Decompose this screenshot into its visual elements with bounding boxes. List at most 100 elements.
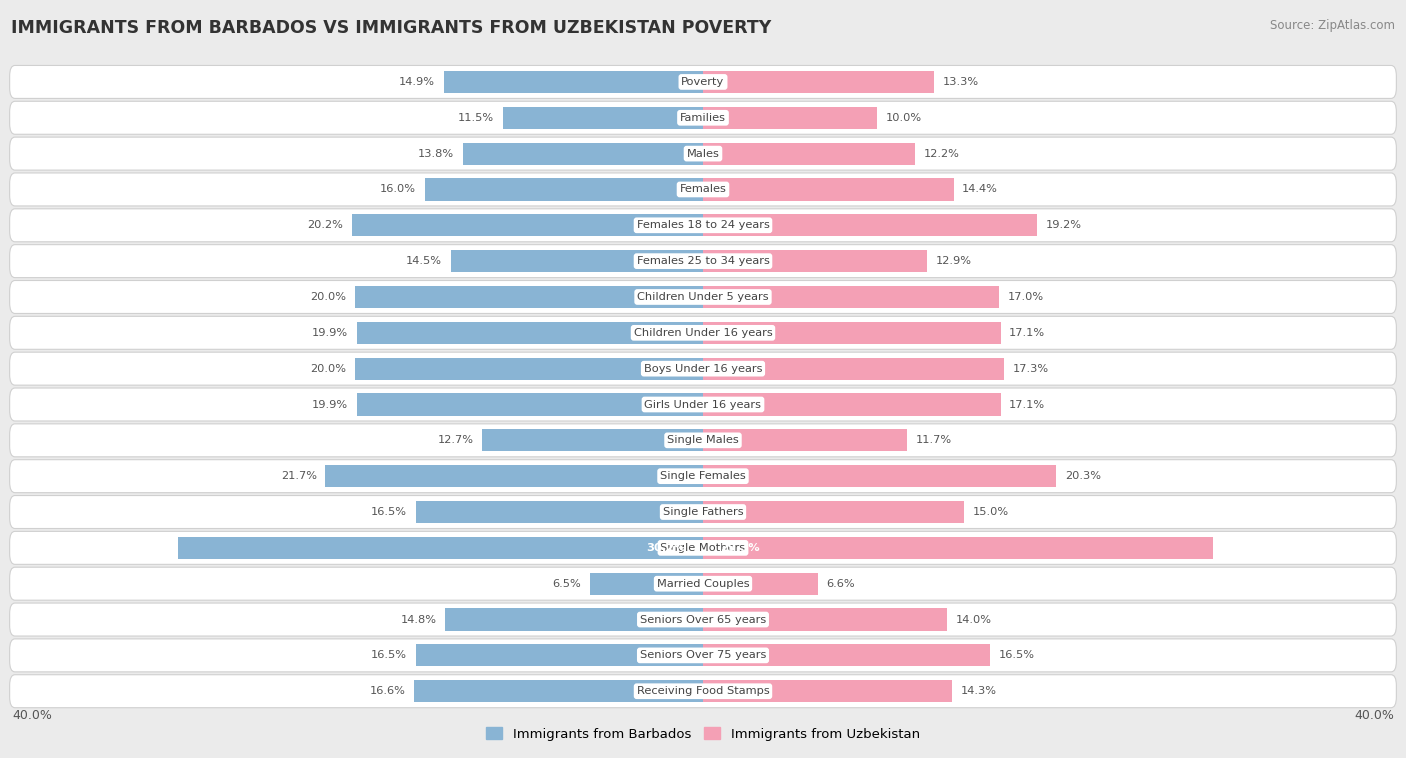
Bar — [352, 215, 703, 236]
FancyBboxPatch shape — [10, 639, 1396, 672]
Text: 14.5%: 14.5% — [406, 256, 441, 266]
Text: 16.0%: 16.0% — [380, 184, 416, 195]
Text: 16.5%: 16.5% — [371, 650, 408, 660]
Text: Single Mothers: Single Mothers — [661, 543, 745, 553]
Text: 11.7%: 11.7% — [915, 435, 952, 446]
Text: Girls Under 16 years: Girls Under 16 years — [644, 399, 762, 409]
Bar — [503, 107, 703, 129]
Text: 30.2%: 30.2% — [647, 543, 686, 553]
Text: 20.3%: 20.3% — [1064, 471, 1101, 481]
Text: Children Under 5 years: Children Under 5 years — [637, 292, 769, 302]
Bar — [703, 537, 1213, 559]
Text: 19.9%: 19.9% — [312, 327, 349, 338]
Text: 20.0%: 20.0% — [311, 292, 346, 302]
Bar — [703, 178, 953, 201]
Text: 6.5%: 6.5% — [553, 578, 581, 589]
Text: 11.5%: 11.5% — [458, 113, 495, 123]
Text: 14.9%: 14.9% — [399, 77, 434, 87]
Bar — [415, 680, 703, 703]
Text: 15.0%: 15.0% — [973, 507, 1010, 517]
FancyBboxPatch shape — [10, 137, 1396, 170]
Bar — [703, 572, 818, 595]
FancyBboxPatch shape — [10, 352, 1396, 385]
FancyBboxPatch shape — [10, 245, 1396, 277]
Text: 14.3%: 14.3% — [960, 686, 997, 696]
Text: 17.1%: 17.1% — [1010, 399, 1045, 409]
Text: 17.0%: 17.0% — [1008, 292, 1043, 302]
Bar — [703, 358, 1004, 380]
FancyBboxPatch shape — [10, 603, 1396, 636]
Bar — [446, 609, 703, 631]
Bar — [177, 537, 703, 559]
Bar — [703, 644, 990, 666]
Text: Source: ZipAtlas.com: Source: ZipAtlas.com — [1270, 19, 1395, 32]
Text: Boys Under 16 years: Boys Under 16 years — [644, 364, 762, 374]
Text: 29.3%: 29.3% — [720, 543, 761, 553]
Bar — [703, 501, 965, 523]
FancyBboxPatch shape — [10, 424, 1396, 457]
Bar — [591, 572, 703, 595]
Bar — [482, 429, 703, 452]
Bar — [425, 178, 703, 201]
Text: 19.2%: 19.2% — [1046, 221, 1081, 230]
Text: IMMIGRANTS FROM BARBADOS VS IMMIGRANTS FROM UZBEKISTAN POVERTY: IMMIGRANTS FROM BARBADOS VS IMMIGRANTS F… — [11, 19, 772, 37]
Text: 6.6%: 6.6% — [827, 578, 855, 589]
Text: 14.8%: 14.8% — [401, 615, 437, 625]
Text: Males: Males — [686, 149, 720, 158]
Text: Seniors Over 65 years: Seniors Over 65 years — [640, 615, 766, 625]
FancyBboxPatch shape — [10, 496, 1396, 528]
Text: Poverty: Poverty — [682, 77, 724, 87]
Text: 20.2%: 20.2% — [307, 221, 343, 230]
Bar — [354, 286, 703, 308]
Bar — [703, 286, 998, 308]
Bar — [357, 393, 703, 415]
Text: 14.4%: 14.4% — [962, 184, 998, 195]
FancyBboxPatch shape — [10, 567, 1396, 600]
Text: 19.9%: 19.9% — [312, 399, 349, 409]
Bar — [703, 215, 1038, 236]
Bar — [703, 393, 1001, 415]
Bar — [703, 680, 952, 703]
FancyBboxPatch shape — [10, 675, 1396, 708]
Text: 17.1%: 17.1% — [1010, 327, 1045, 338]
Text: Single Fathers: Single Fathers — [662, 507, 744, 517]
Bar — [451, 250, 703, 272]
Text: Females 18 to 24 years: Females 18 to 24 years — [637, 221, 769, 230]
Bar — [703, 465, 1056, 487]
FancyBboxPatch shape — [10, 65, 1396, 99]
Bar — [703, 250, 928, 272]
Text: 40.0%: 40.0% — [1354, 709, 1393, 722]
Text: Females: Females — [679, 184, 727, 195]
Text: Seniors Over 75 years: Seniors Over 75 years — [640, 650, 766, 660]
Text: 16.6%: 16.6% — [370, 686, 405, 696]
Bar — [703, 143, 915, 164]
Text: 40.0%: 40.0% — [13, 709, 52, 722]
Bar — [325, 465, 703, 487]
Text: Married Couples: Married Couples — [657, 578, 749, 589]
Bar — [416, 501, 703, 523]
FancyBboxPatch shape — [10, 459, 1396, 493]
Text: 16.5%: 16.5% — [371, 507, 408, 517]
Bar — [703, 429, 907, 452]
FancyBboxPatch shape — [10, 173, 1396, 206]
FancyBboxPatch shape — [10, 280, 1396, 314]
FancyBboxPatch shape — [10, 102, 1396, 134]
Bar — [703, 107, 877, 129]
Text: Females 25 to 34 years: Females 25 to 34 years — [637, 256, 769, 266]
Text: 12.2%: 12.2% — [924, 149, 960, 158]
Text: 16.5%: 16.5% — [998, 650, 1035, 660]
Text: 17.3%: 17.3% — [1012, 364, 1049, 374]
FancyBboxPatch shape — [10, 531, 1396, 565]
Text: Single Females: Single Females — [661, 471, 745, 481]
FancyBboxPatch shape — [10, 316, 1396, 349]
Text: 13.8%: 13.8% — [418, 149, 454, 158]
FancyBboxPatch shape — [10, 388, 1396, 421]
Text: Children Under 16 years: Children Under 16 years — [634, 327, 772, 338]
Bar — [416, 644, 703, 666]
Legend: Immigrants from Barbados, Immigrants from Uzbekistan: Immigrants from Barbados, Immigrants fro… — [481, 722, 925, 746]
Text: 10.0%: 10.0% — [886, 113, 922, 123]
Text: 20.0%: 20.0% — [311, 364, 346, 374]
Bar — [444, 70, 703, 93]
Text: Single Males: Single Males — [666, 435, 740, 446]
Text: 14.0%: 14.0% — [955, 615, 991, 625]
